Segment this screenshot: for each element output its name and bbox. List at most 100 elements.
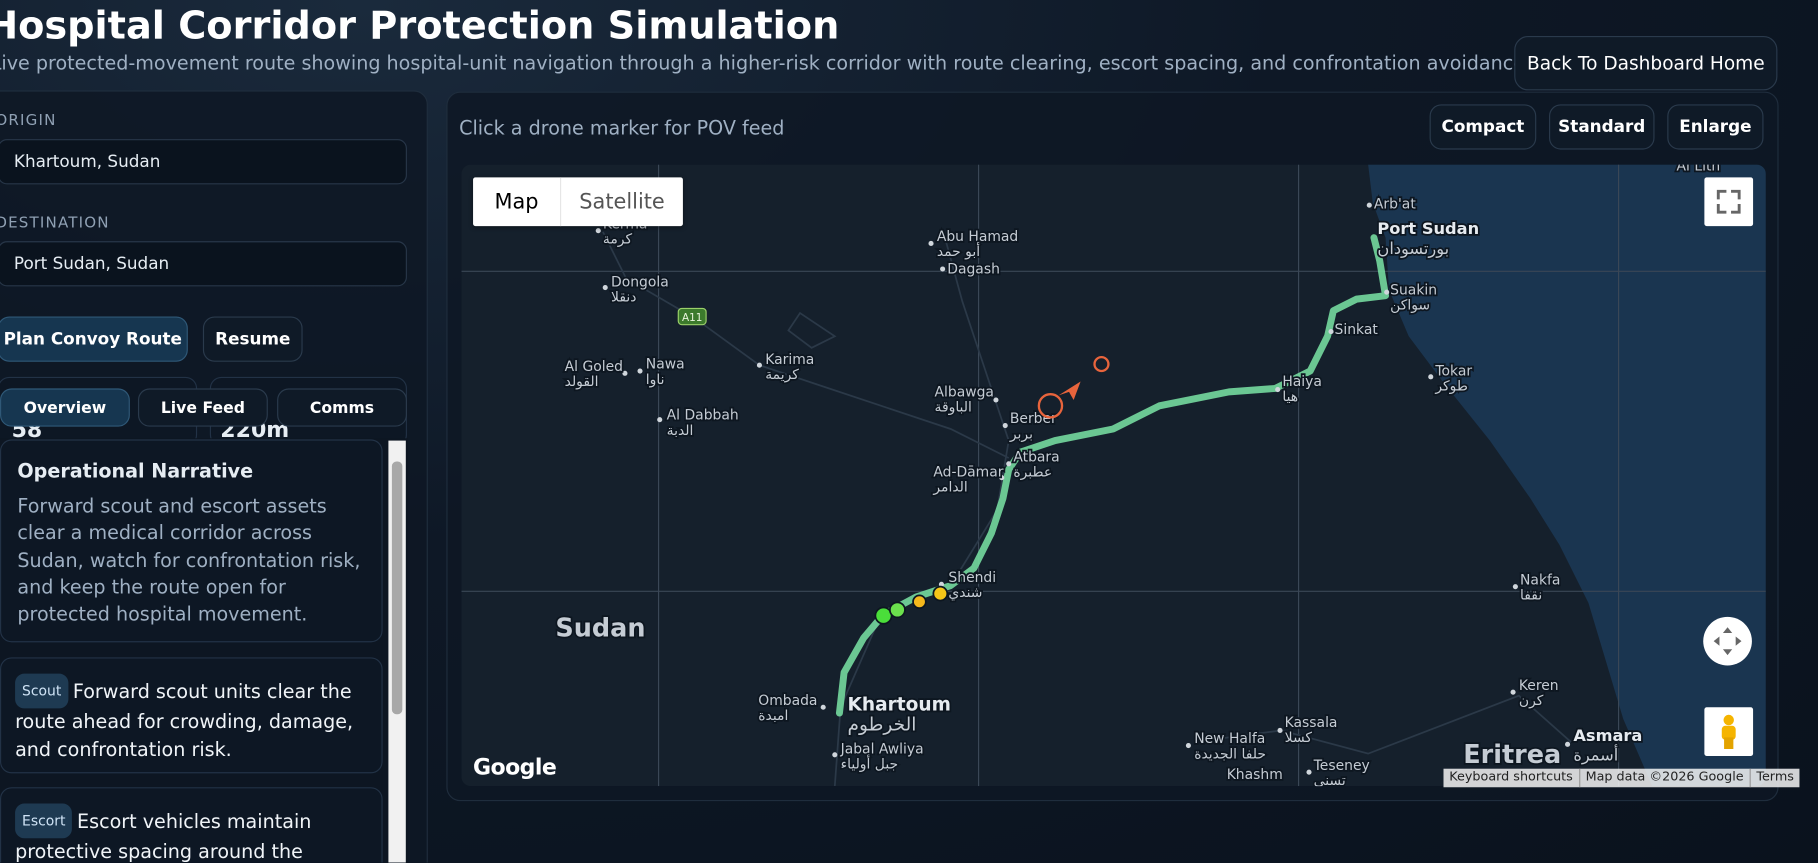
- drone-markers: [874, 355, 1110, 625]
- footer-link[interactable]: Keyboard shortcuts: [1444, 768, 1580, 788]
- place-dot: [999, 475, 1005, 481]
- drone-marker[interactable]: [932, 585, 949, 602]
- scrollbar-thumb[interactable]: [391, 461, 403, 715]
- fullscreen-icon: [1716, 189, 1741, 214]
- threat-marker[interactable]: [1037, 393, 1064, 419]
- place-dot: [1306, 769, 1312, 775]
- size-button[interactable]: Compact: [1429, 104, 1537, 150]
- place-dot: [832, 752, 838, 758]
- place-dot: [1006, 461, 1012, 467]
- map-type-button[interactable]: Satellite: [560, 177, 683, 227]
- place-name-arabic: أبو حمد: [937, 242, 980, 260]
- place-name-arabic: القولد: [565, 374, 599, 390]
- fullscreen-button[interactable]: [1704, 177, 1754, 227]
- map-type-button[interactable]: Map: [494, 189, 539, 214]
- place-dot: [1366, 202, 1372, 208]
- place-name: Suakin: [1390, 282, 1437, 298]
- place-name-arabic: تسني: [1314, 773, 1346, 786]
- place-name-arabic: كرمة: [603, 231, 633, 247]
- role-text: Escort Escort vehicles maintain protectiv…: [15, 803, 367, 863]
- place-name-arabic: الدامر: [932, 480, 967, 496]
- place-name: Asmara: [1573, 726, 1642, 745]
- role-badge: Scout: [15, 673, 69, 709]
- origin-input[interactable]: Khartoum, Sudan: [0, 139, 407, 185]
- role-description: Forward scout units clear the route ahea…: [15, 680, 354, 761]
- icon-path: [1716, 189, 1741, 214]
- place-name-arabic: شندي: [948, 585, 982, 601]
- tab[interactable]: Comms: [277, 388, 407, 427]
- place-dot: [602, 284, 608, 291]
- place-name-arabic: الخرطوم: [848, 714, 917, 735]
- country-label: Sudan: [555, 614, 645, 644]
- place-dot: [928, 240, 934, 247]
- graticule: [461, 164, 1766, 787]
- place-name: Tokar: [1434, 364, 1472, 380]
- place-dot: [657, 417, 663, 423]
- camera-icon: [1713, 627, 1742, 656]
- footer-link[interactable]: Terms: [1756, 768, 1794, 784]
- narrative-text: Forward scout and escort assets clear a …: [17, 495, 361, 626]
- role-description: Escort vehicles maintain protective spac…: [15, 810, 312, 863]
- size-button[interactable]: Standard: [1549, 104, 1655, 150]
- place-name: Al Lith: [1677, 165, 1721, 175]
- place-name: Atbara: [1013, 449, 1059, 465]
- place-name-arabic: كرن: [1519, 693, 1544, 709]
- place-name-arabic: كريمة: [765, 367, 799, 383]
- destination-input[interactable]: Port Sudan, Sudan: [0, 241, 407, 287]
- place-name: Sinkat: [1335, 322, 1379, 338]
- resume-button[interactable]: Resume: [202, 316, 303, 362]
- threat-arrow: [1058, 381, 1081, 401]
- place-name: Khashm: [1227, 767, 1283, 783]
- plan-route-button[interactable]: Plan Convoy Route: [0, 316, 188, 362]
- place-name-arabic: هيا: [1282, 389, 1298, 405]
- tab[interactable]: Overview: [0, 388, 130, 427]
- place-dot: [1002, 422, 1008, 429]
- drone-marker[interactable]: [912, 594, 927, 609]
- google-logo: Google: [473, 754, 557, 781]
- back-button[interactable]: Back To Dashboard Home: [1514, 35, 1778, 91]
- tab[interactable]: Live Feed: [137, 388, 268, 427]
- footer-text: Map data ©2026 Google: [1580, 768, 1751, 788]
- road: [602, 231, 1010, 459]
- place-dot: [940, 266, 946, 272]
- place-name: Ad-Dāmar: [933, 465, 1003, 481]
- destination-label: DESTINATION: [0, 214, 110, 232]
- place-name-arabic: امبدة: [758, 708, 788, 724]
- road: [1194, 694, 1572, 755]
- place-dot: [1277, 727, 1283, 733]
- place-name-arabic: ناوا: [646, 372, 665, 388]
- place-dot: [1565, 741, 1571, 747]
- icon-path: [1721, 725, 1736, 740]
- place-dot: [1328, 329, 1334, 335]
- page-title: Hospital Corridor Protection Simulation: [0, 2, 840, 48]
- narrative-card: Operational Narrative Forward scout and …: [0, 439, 383, 643]
- pegman-control[interactable]: [1704, 707, 1754, 756]
- threat-marker[interactable]: [1093, 355, 1110, 373]
- place-dot: [637, 368, 643, 374]
- place-name: Haiya: [1282, 374, 1322, 390]
- place-name-arabic: الدبة: [667, 423, 694, 439]
- size-button[interactable]: Enlarge: [1667, 104, 1764, 150]
- scrollbar[interactable]: [388, 440, 406, 863]
- camera-control[interactable]: [1703, 616, 1752, 666]
- place-dot: [595, 228, 601, 234]
- place-dot: [1275, 387, 1281, 393]
- place-dot: [622, 370, 628, 376]
- map-hint: Click a drone marker for POV feed: [459, 117, 785, 140]
- drone-marker[interactable]: [889, 601, 906, 619]
- place-name-arabic: طوكر: [1434, 379, 1468, 395]
- map-footer: Keyboard shortcuts Map data ©2026 Google…: [1443, 768, 1800, 788]
- scroll-area: Operational Narrative Forward scout and …: [0, 438, 409, 863]
- place-name: Shendi: [948, 570, 996, 586]
- place-name-arabic: عطبرة: [1013, 465, 1052, 481]
- place-name: New Halfa: [1194, 731, 1265, 747]
- convoy-route: [835, 234, 1390, 717]
- place-dot: [1428, 374, 1434, 380]
- pegman-icon: [1721, 714, 1736, 749]
- role-badge: Escort: [15, 803, 73, 839]
- country-label: Eritrea: [1463, 740, 1561, 770]
